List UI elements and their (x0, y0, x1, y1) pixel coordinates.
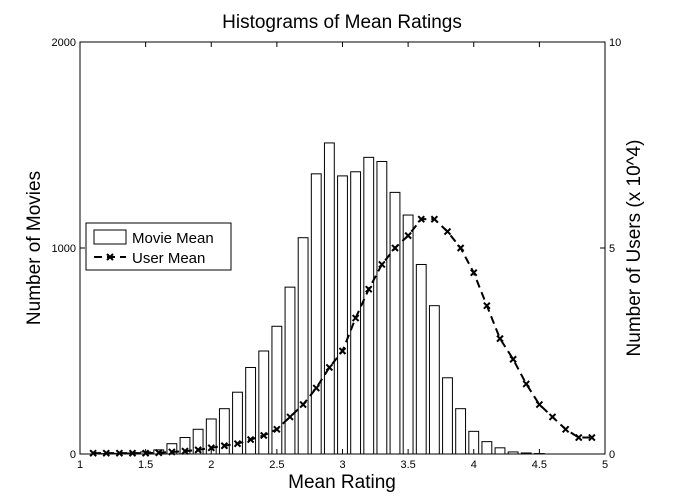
movie-mean-bar (179, 437, 191, 455)
legend-marker-user-mean (106, 253, 114, 261)
movie-mean-bar (310, 173, 322, 455)
y2-tick-label: 0 (609, 449, 615, 461)
movie-mean-bar (428, 305, 440, 455)
movie-mean-bar (297, 237, 309, 455)
x-tick-label: 4.5 (532, 459, 547, 471)
movie-mean-bar (402, 214, 414, 455)
movie-mean-bar (415, 263, 427, 455)
user-mean-marker (89, 449, 97, 457)
y2-axis-title: Number of Users (x 10^4) (624, 140, 645, 357)
user-mean-marker (194, 446, 202, 454)
user-mean-marker (496, 334, 504, 343)
user-mean-marker (299, 400, 307, 409)
movie-mean-bars (100, 142, 545, 455)
user-mean-marker (430, 215, 439, 223)
x-axis-title: Mean Rating (288, 472, 396, 493)
movie-mean-bar (218, 408, 230, 455)
user-mean-marker (260, 431, 268, 440)
user-mean-marker (233, 439, 242, 448)
user-mean-marker (181, 447, 189, 455)
user-mean-marker (548, 413, 557, 421)
movie-mean-bar (494, 447, 506, 455)
movie-mean-bar (363, 156, 375, 455)
user-mean-marker (312, 384, 320, 392)
user-mean-marker (378, 260, 386, 269)
user-mean-marker (286, 413, 294, 421)
user-mean-marker (207, 444, 215, 452)
user-mean-marker (522, 380, 530, 388)
x-tick-label: 1 (77, 459, 83, 471)
user-mean-marker (220, 442, 229, 450)
movie-mean-bar (284, 286, 296, 455)
user-mean-marker (273, 425, 281, 433)
movie-mean-bar (455, 408, 467, 455)
legend: Movie Mean User Mean (85, 222, 232, 271)
y-tick-label: 2000 (52, 37, 76, 49)
user-mean-marker (102, 449, 110, 457)
y-axis-title: Number of Movies (24, 171, 45, 325)
user-mean-marker (588, 433, 596, 442)
movie-mean-bar (192, 428, 204, 455)
user-mean-marker (404, 231, 412, 240)
user-mean-marker (155, 449, 163, 457)
y-tick-label: 1000 (52, 243, 76, 255)
user-mean-marker (168, 448, 176, 456)
user-mean-marker (417, 215, 425, 223)
user-mean-marker (325, 363, 334, 372)
user-mean-marker (365, 285, 373, 293)
user-mean-marker (443, 227, 452, 236)
movie-mean-bar (337, 175, 348, 455)
movie-mean-bar (442, 377, 453, 455)
user-mean-marker (128, 449, 137, 457)
user-mean-marker (115, 449, 124, 457)
user-mean-markers (89, 215, 596, 457)
movie-mean-bar (271, 325, 283, 455)
user-mean-marker (535, 400, 544, 409)
movie-mean-bar (376, 160, 388, 455)
movie-mean-bar (350, 171, 362, 455)
movie-mean-bar (166, 443, 178, 455)
user-mean-marker (246, 435, 255, 444)
user-mean-marker (338, 347, 347, 355)
y-tick-label: 0 (70, 449, 76, 461)
user-mean-marker (470, 269, 478, 277)
x-tick-label: 2 (208, 459, 214, 471)
user-mean-marker (561, 425, 570, 433)
movie-mean-bar (245, 366, 257, 455)
y-axis-ticks: 0 1000 2000 (52, 37, 85, 461)
y2-tick-label: 5 (609, 243, 615, 255)
legend-swatch-movie-mean (93, 229, 127, 245)
y2-axis-ticks: 0 5 10 (600, 37, 621, 461)
user-mean-marker (575, 433, 583, 442)
movie-mean-bar (520, 452, 532, 455)
user-mean-marker (456, 244, 465, 252)
x-tick-label: 3.5 (400, 459, 415, 471)
x-tick-label: 1.5 (138, 459, 153, 471)
legend-label-user-mean: User Mean (132, 250, 205, 267)
movie-mean-bar (258, 350, 270, 455)
y2-tick-label: 10 (609, 37, 621, 49)
movie-mean-bar (323, 142, 335, 455)
movie-mean-bar (389, 191, 401, 455)
user-mean-marker (509, 355, 517, 363)
movie-mean-bar (232, 391, 243, 455)
x-tick-label: 2.5 (269, 459, 284, 471)
movie-mean-bar (481, 441, 493, 455)
movie-mean-bar (507, 451, 519, 455)
user-mean-marker (391, 244, 399, 252)
x-axis-ticks: 1 1.5 2 2.5 3 3.5 4 4.5 5 (77, 42, 608, 471)
legend-label-movie-mean: Movie Mean (132, 230, 214, 247)
x-tick-label: 4 (471, 459, 477, 471)
x-tick-label: 3 (339, 459, 345, 471)
user-mean-marker (351, 314, 360, 322)
user-mean-marker (483, 301, 491, 310)
x-tick-label: 5 (602, 459, 608, 471)
chart-title: Histograms of Mean Ratings (222, 12, 462, 33)
